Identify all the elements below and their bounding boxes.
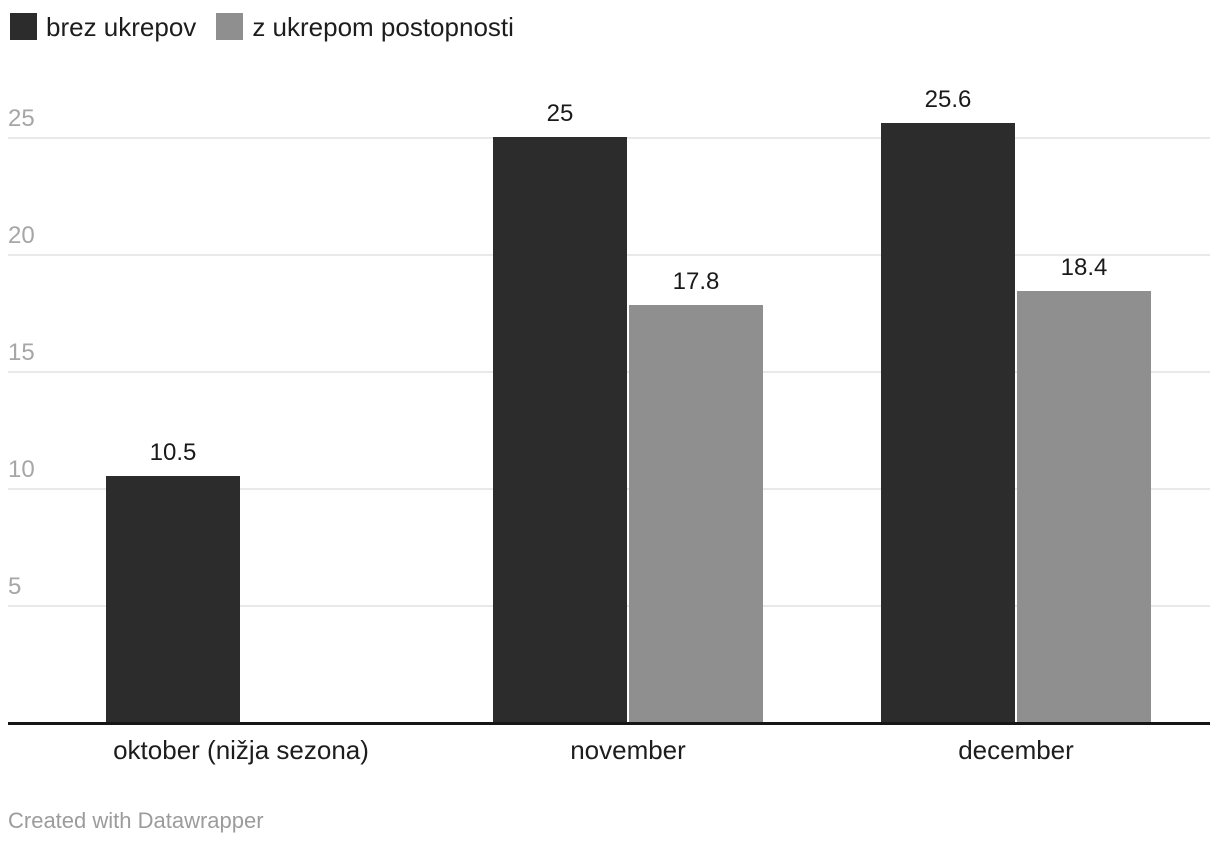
y-tick-label-15: 15	[8, 339, 35, 366]
value-label-1-1: 17.8	[672, 268, 720, 296]
legend-swatch-gray	[216, 13, 244, 40]
value-label-0-0: 10.5	[149, 439, 197, 467]
x-category-label-2: december	[958, 735, 1074, 765]
bar-brez-ukrepov-2	[881, 122, 1015, 722]
y-tick-label-20: 20	[8, 222, 35, 249]
legend-label-brez-ukrepov: brez ukrepov	[46, 11, 197, 42]
legend: brez ukrepov z ukrepom postopnosti	[10, 13, 514, 40]
value-label-1-2: 18.4	[1060, 254, 1108, 282]
bar-brez-ukrepov-1	[493, 137, 627, 722]
x-category-label-0: oktober (nižja sezona)	[113, 735, 369, 765]
x-category-label-1: november	[570, 735, 686, 765]
legend-item-brez-ukrepov: brez ukrepov	[10, 13, 196, 40]
y-tick-label-10: 10	[8, 456, 35, 483]
legend-item-z-ukrepom: z ukrepom postopnosti	[216, 13, 514, 40]
value-label-0-1: 25	[546, 100, 574, 127]
y-tick-label-5: 5	[8, 573, 22, 600]
legend-label-z-ukrepom: z ukrepom postopnosti	[252, 11, 514, 42]
bar-brez-ukrepov-0	[106, 476, 240, 722]
bar-z-ukrepom-postopnosti-1	[629, 305, 763, 722]
legend-swatch-dark	[10, 13, 37, 40]
bar-z-ukrepom-postopnosti-2	[1017, 291, 1151, 722]
y-tick-label-25: 25	[8, 105, 35, 132]
datawrapper-credit-link[interactable]: Created with Datawrapper	[8, 808, 264, 833]
x-axis-baseline	[8, 722, 1210, 725]
value-label-0-2: 25.6	[924, 85, 972, 113]
